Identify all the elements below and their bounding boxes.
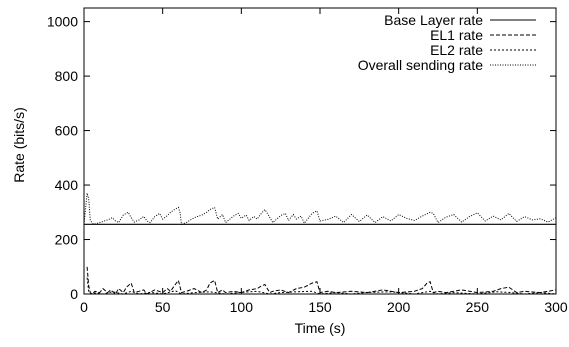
y-tick-label: 800 xyxy=(55,68,79,84)
y-tick-label: 1000 xyxy=(47,14,78,30)
x-tick-label: 50 xyxy=(155,299,171,315)
y-tick-label: 600 xyxy=(55,123,79,139)
x-tick-label: 300 xyxy=(544,299,568,315)
legend-label-1: Base Layer rate xyxy=(384,12,483,28)
x-tick-label: 150 xyxy=(308,299,332,315)
legend-label-4: Overall sending rate xyxy=(358,57,484,73)
x-tick-label: 200 xyxy=(387,299,411,315)
series-line-2 xyxy=(86,266,557,295)
y-tick-label: 0 xyxy=(70,286,78,302)
x-axis: 0 50 100 150 200 250 300 xyxy=(80,8,568,315)
legend-label-3: EL2 rate xyxy=(430,42,483,58)
legend-label-2: EL1 rate xyxy=(430,27,483,43)
x-tick-label: 100 xyxy=(230,299,254,315)
series-layer xyxy=(83,193,557,295)
series-line-4 xyxy=(83,193,557,225)
y-tick-label: 200 xyxy=(55,232,79,248)
x-tick-label: 0 xyxy=(80,299,88,315)
x-tick-label: 250 xyxy=(466,299,490,315)
plot-border xyxy=(83,7,557,295)
y-axis: 0 200 400 600 800 1000 xyxy=(47,14,556,302)
y-axis-title: Rate (bits/s) xyxy=(11,107,27,182)
y-tick-label: 400 xyxy=(55,177,79,193)
series-line-3 xyxy=(86,277,557,295)
x-axis-title: Time (s) xyxy=(295,320,346,336)
plot-frame xyxy=(83,7,557,295)
